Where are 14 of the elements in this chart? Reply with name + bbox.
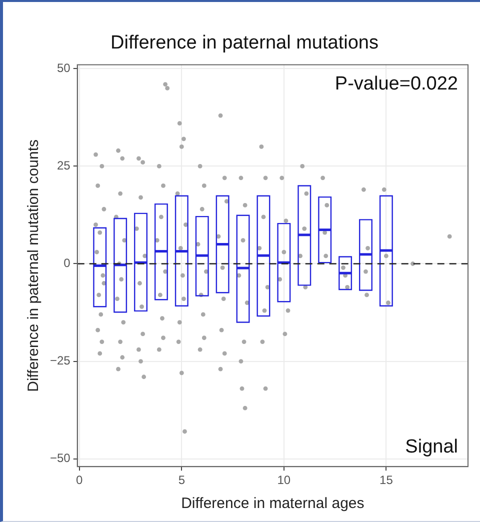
annotation: Signal bbox=[405, 436, 458, 458]
y-axis-title: Difference in paternal mutation counts bbox=[25, 140, 42, 392]
x-tick-label: 15 bbox=[380, 473, 394, 488]
y-tick-label: 25 bbox=[56, 158, 71, 173]
annotation: P-value=0.022 bbox=[334, 74, 458, 95]
y-tick-label: −50 bbox=[50, 451, 71, 466]
x-axis-title: Difference in maternal ages bbox=[181, 495, 364, 512]
y-tick-label: −25 bbox=[50, 354, 71, 368]
y-tick-label: 50 bbox=[56, 61, 71, 76]
x-tick-label: 0 bbox=[76, 473, 84, 488]
x-tick-label: 5 bbox=[178, 473, 186, 488]
chart-title: Difference in paternal mutations bbox=[110, 32, 378, 54]
y-tick-label: 0 bbox=[64, 256, 71, 270]
x-tick-label: 10 bbox=[277, 473, 291, 488]
